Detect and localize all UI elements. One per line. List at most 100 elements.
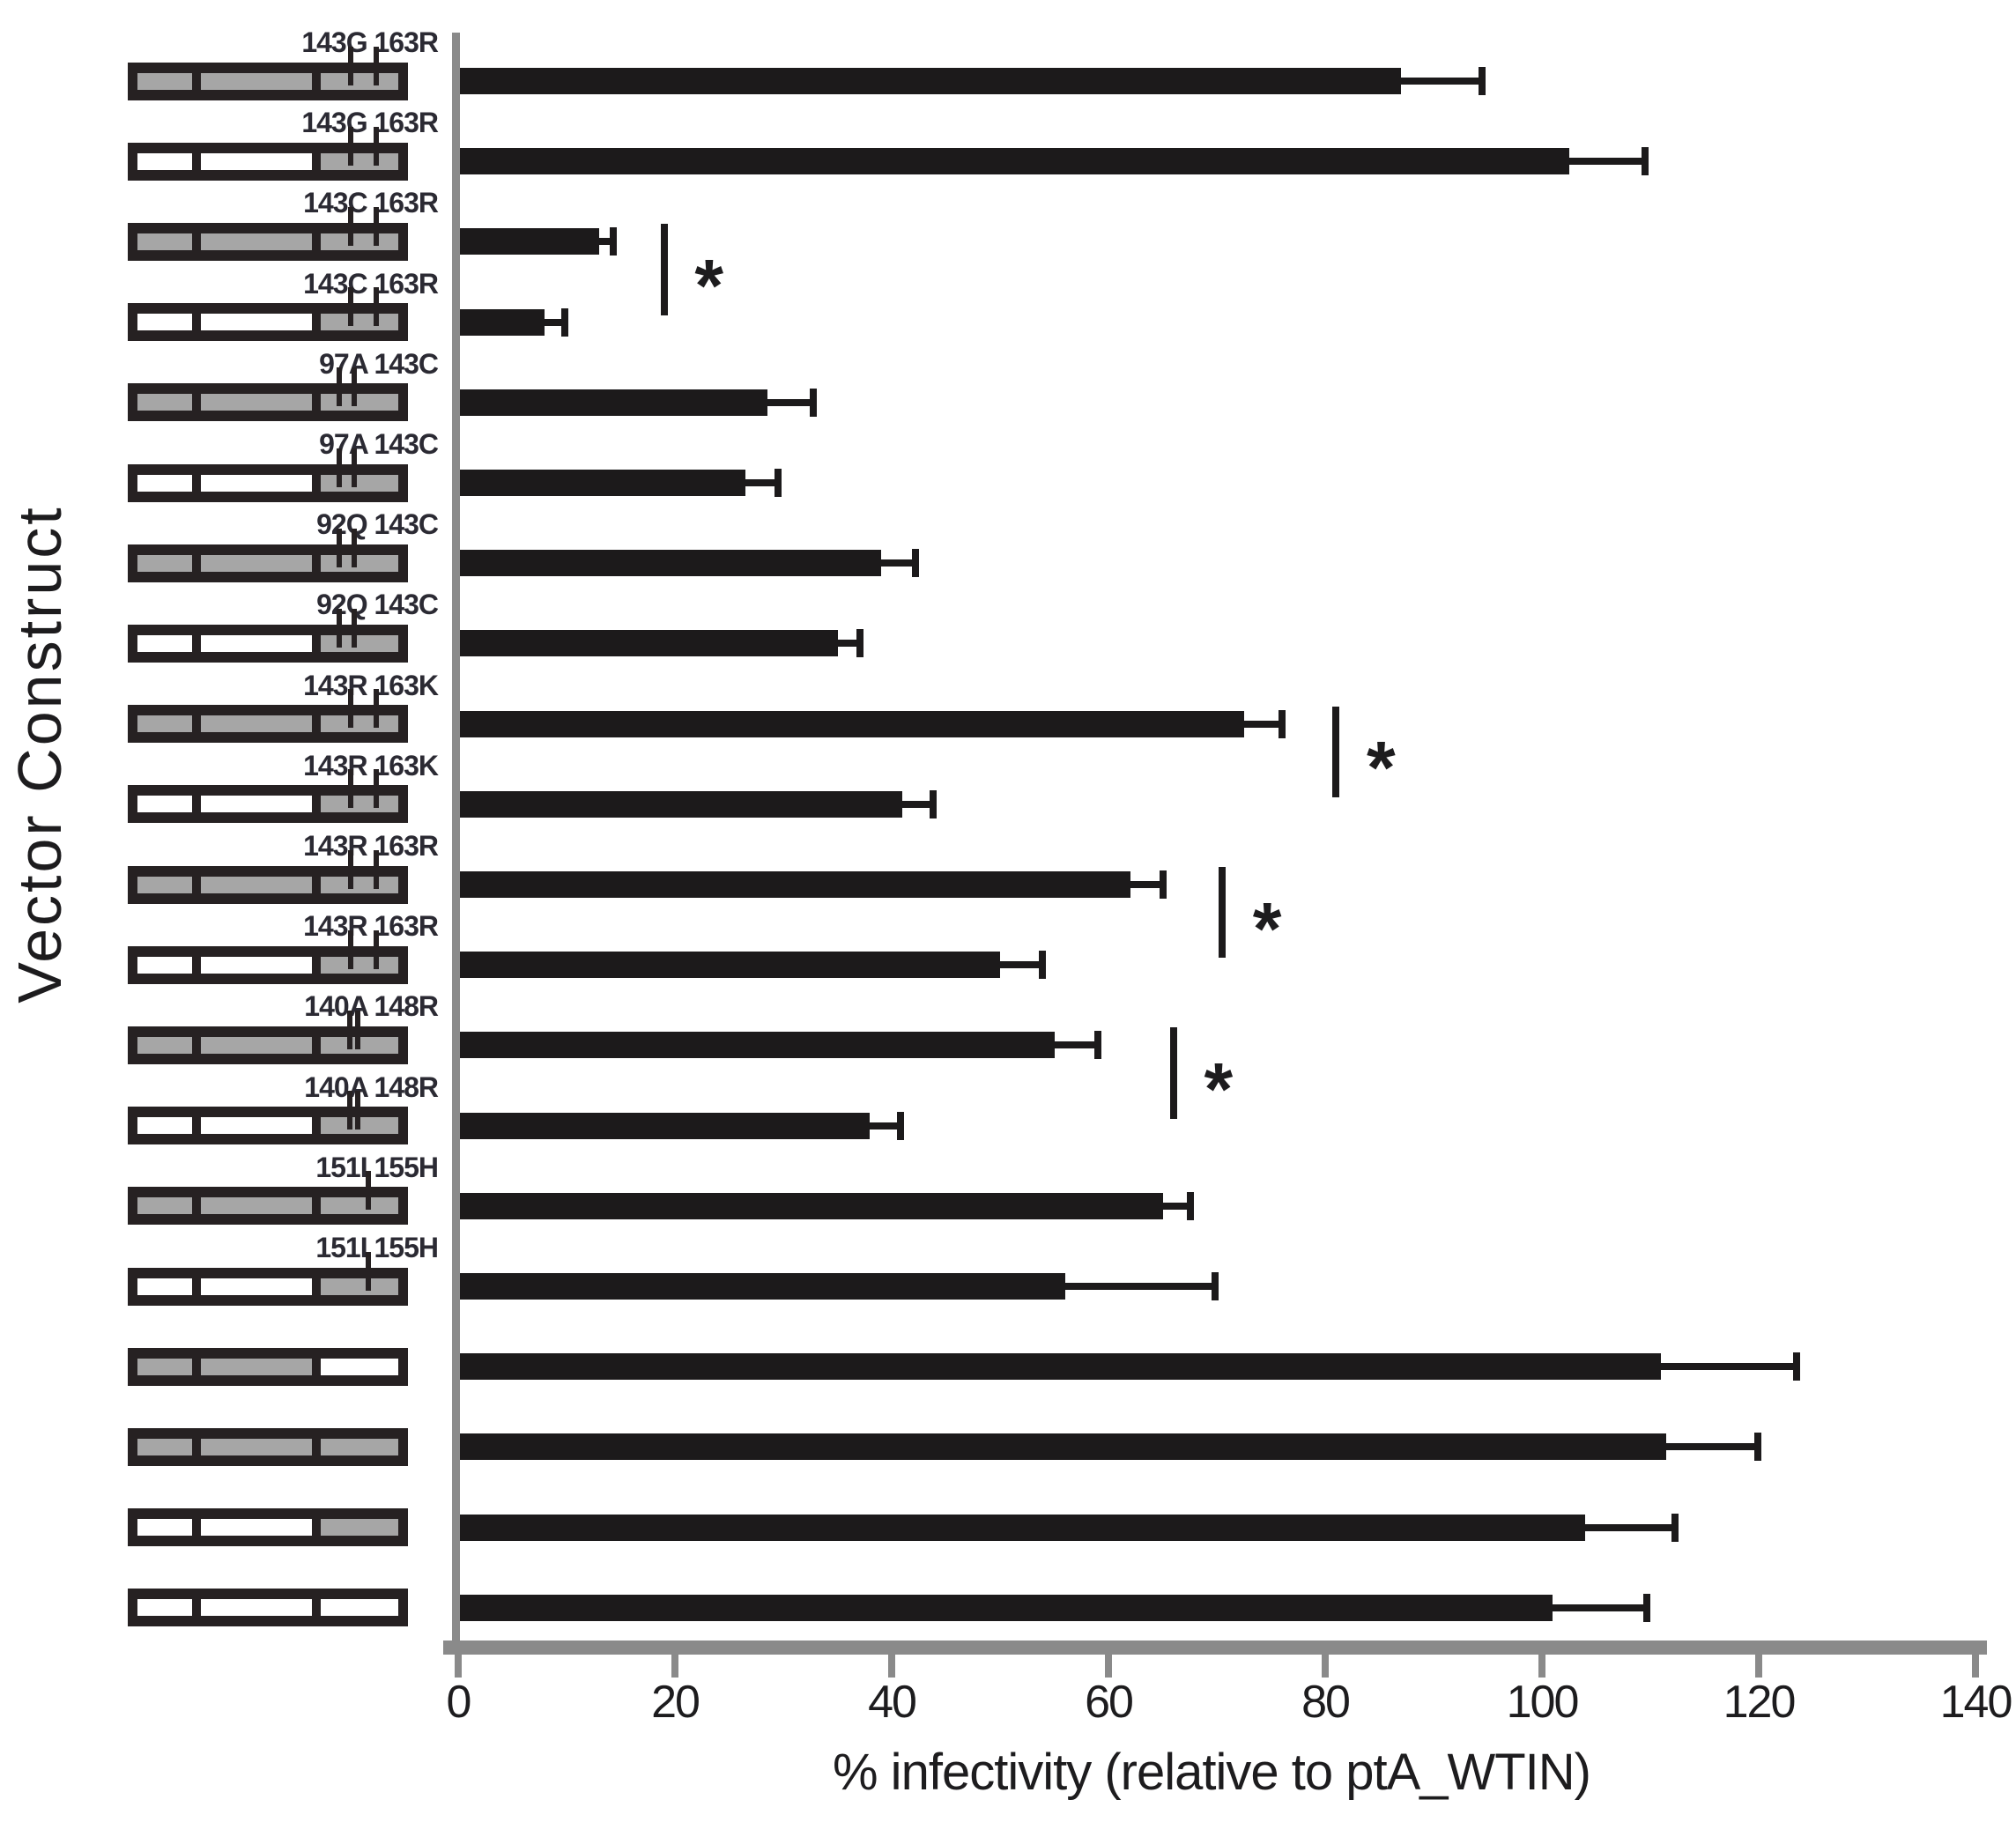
mutation-position-tick xyxy=(348,46,354,85)
x-axis-line xyxy=(443,1641,1987,1655)
x-axis-tick-label: 20 xyxy=(651,1677,700,1728)
error-bar-cap xyxy=(1211,1272,1219,1300)
error-bar xyxy=(1661,1363,1797,1371)
construct-segment xyxy=(321,152,398,170)
mutation-position-tick xyxy=(337,448,343,487)
mutation-position-tick xyxy=(351,608,357,648)
significance-asterisk: * xyxy=(1252,886,1282,970)
error-bar-cap xyxy=(1641,147,1649,176)
mutation-label: 143G 163R xyxy=(301,26,439,58)
construct-segment xyxy=(137,474,192,492)
mutation-label: 140A 148R xyxy=(304,1070,439,1103)
construct-segment xyxy=(321,233,398,250)
x-axis-tick xyxy=(455,1655,462,1678)
construct-segment xyxy=(137,152,192,170)
x-axis-tick-label: 80 xyxy=(1301,1677,1351,1728)
error-bar xyxy=(767,398,814,406)
mutation-position-tick xyxy=(348,206,354,246)
mutation-position-tick xyxy=(374,287,380,327)
mutation-label: 143R 163K xyxy=(303,669,439,701)
construct-segment xyxy=(137,1197,192,1215)
mutation-label: 143C 163R xyxy=(303,267,439,300)
mutation-position-tick xyxy=(348,769,354,809)
mutation-position-tick xyxy=(337,367,343,407)
construct-segment xyxy=(137,233,192,250)
construct-diagram xyxy=(128,1589,408,1627)
construct-segment xyxy=(137,1519,192,1537)
mutation-label: 140A 148R xyxy=(304,990,439,1023)
error-bar-cap xyxy=(912,549,920,578)
error-bar-cap xyxy=(1187,1191,1195,1220)
error-bar xyxy=(1585,1523,1676,1531)
error-bar-cap xyxy=(1479,67,1486,95)
x-axis-tick xyxy=(888,1655,895,1678)
mutation-label: 92Q 143C xyxy=(316,508,439,541)
construct-segment xyxy=(321,314,398,331)
infectivity-bar xyxy=(460,952,1000,979)
error-bar-cap xyxy=(1038,951,1046,980)
infectivity-bar xyxy=(460,1353,1662,1381)
error-bar-cap xyxy=(1643,1593,1651,1622)
error-bar xyxy=(745,479,778,486)
error-bar xyxy=(902,800,933,808)
construct-segment xyxy=(201,1117,312,1135)
mutation-position-tick xyxy=(337,608,343,648)
construct-segment xyxy=(201,956,312,974)
construct-segment xyxy=(137,554,192,572)
construct-diagram xyxy=(128,1187,408,1226)
construct-diagram xyxy=(128,1427,408,1466)
construct-diagram xyxy=(128,945,408,984)
construct-segment xyxy=(201,1036,312,1054)
mutation-position-tick xyxy=(346,1010,352,1049)
x-axis-tick-label: 100 xyxy=(1506,1677,1580,1728)
x-axis-label: % infectivity (relative to ptA_WTIN) xyxy=(833,1744,1591,1801)
mutation-position-tick xyxy=(348,849,354,889)
construct-segment xyxy=(137,1599,192,1617)
construct-segment xyxy=(201,1599,312,1617)
construct-diagram xyxy=(128,865,408,904)
x-axis-tick xyxy=(1755,1655,1762,1678)
error-bar xyxy=(598,238,613,246)
construct-segment xyxy=(137,1278,192,1295)
construct-segment xyxy=(321,1438,398,1455)
x-axis-tick xyxy=(1972,1655,1979,1678)
construct-segment xyxy=(321,876,398,893)
infectivity-bar xyxy=(460,790,903,818)
mutation-label: 143G 163R xyxy=(301,107,439,139)
construct-diagram xyxy=(128,303,408,342)
mutation-label: 151I 155H xyxy=(315,1232,439,1263)
mutation-label: 97A 143C xyxy=(319,347,439,380)
infectivity-bar xyxy=(460,550,881,577)
significance-line xyxy=(1219,867,1227,959)
construct-diagram xyxy=(128,383,408,422)
construct-segment xyxy=(201,876,312,893)
construct-segment xyxy=(201,796,312,813)
mutation-position-tick xyxy=(337,528,343,567)
significance-line xyxy=(1169,1027,1177,1119)
infectivity-bar xyxy=(460,470,745,496)
mutation-position-tick xyxy=(374,769,380,809)
infectivity-bar xyxy=(460,710,1244,737)
construct-segment xyxy=(137,876,192,893)
construct-segment xyxy=(137,796,192,813)
construct-segment xyxy=(201,1519,312,1537)
significance-asterisk: * xyxy=(1204,1048,1234,1130)
construct-segment xyxy=(137,634,192,652)
infectivity-bar xyxy=(460,1514,1586,1541)
error-bar-cap xyxy=(929,789,937,818)
construct-diagram xyxy=(128,1508,408,1547)
construct-diagram xyxy=(128,785,408,824)
mutation-label: 151I 155H xyxy=(315,1151,439,1183)
construct-diagram xyxy=(128,544,408,582)
mutation-position-tick xyxy=(348,287,354,327)
mutation-position-tick xyxy=(355,1091,361,1130)
error-bar xyxy=(1666,1443,1758,1451)
mutation-position-tick xyxy=(348,689,354,729)
construct-segment xyxy=(137,1117,192,1135)
error-bar xyxy=(1401,78,1483,85)
x-axis-tick xyxy=(1538,1655,1545,1678)
infectivity-bar xyxy=(460,1032,1055,1059)
error-bar-cap xyxy=(1093,1031,1101,1060)
error-bar-cap xyxy=(560,307,568,337)
infectivity-bar xyxy=(460,1112,871,1139)
